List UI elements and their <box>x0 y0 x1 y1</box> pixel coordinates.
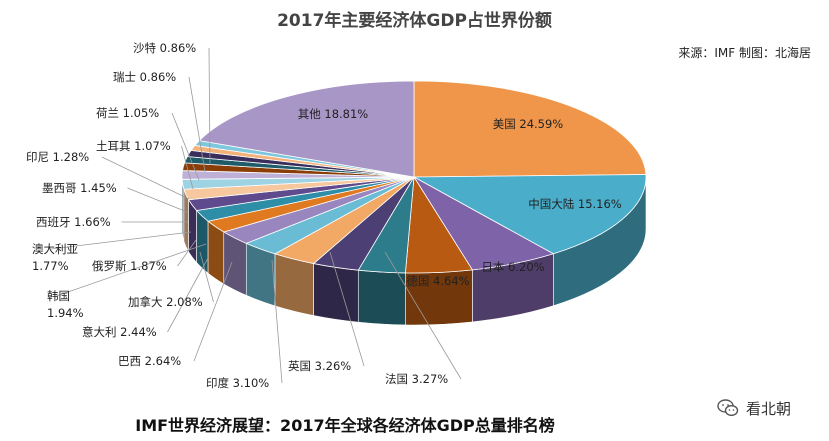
watermark: 看北朝 <box>716 396 791 420</box>
slice-label-美国: 美国 24.59% <box>493 117 564 131</box>
slice-label-日本: 日本 6.20% <box>481 260 544 274</box>
pie-slices-layer <box>181 80 647 274</box>
slice-label-英国: 英国 3.26% <box>288 359 351 373</box>
leader-line-土耳其 <box>181 145 194 190</box>
slice-label-意大利: 意大利 2.44% <box>82 325 157 339</box>
leader-line-俄罗斯 <box>177 239 197 267</box>
slice-label-法国: 法国 3.27% <box>385 372 448 386</box>
leader-lines-layer <box>50 47 462 384</box>
slice-label-印尼: 印尼 1.28% <box>26 150 89 164</box>
slice-label-印度: 印度 3.10% <box>206 376 269 390</box>
slice-label-墨西哥: 墨西哥 1.45% <box>42 181 117 195</box>
leader-line-沙特 <box>208 47 211 166</box>
slice-label-巴西: 巴西 2.64% <box>118 354 181 368</box>
watermark-text: 看北朝 <box>746 399 792 418</box>
slice-label-荷兰: 荷兰 1.05% <box>96 106 159 120</box>
wechat-icon <box>717 399 739 417</box>
leader-line-澳大利亚 <box>50 231 192 250</box>
slice-label-中国大陆: 中国大陆 15.16% <box>528 197 622 211</box>
leader-line-巴西 <box>193 261 233 362</box>
leader-line-法国 <box>384 251 462 380</box>
slice-side-法国 <box>357 269 406 326</box>
leader-line-瑞士 <box>188 76 206 173</box>
slice-label-土耳其: 土耳其 1.07% <box>96 139 171 153</box>
slice-label-德国: 德国 4.64% <box>406 274 469 288</box>
leader-line-韩国 <box>56 243 207 297</box>
slice-label-韩国: 韩国 1.94% <box>47 289 84 320</box>
slice-label-其他: 其他 18.81% <box>298 107 369 121</box>
leader-line-荷兰 <box>171 112 200 181</box>
slice-其他 <box>198 80 415 178</box>
chart-title: 2017年主要经济体GDP占世界份额 <box>277 11 552 31</box>
slice-labels-layer: 美国 24.59% 中国大陆 15.16% 日本 6.20% 德国 4.64% 法国 3… <box>26 41 622 390</box>
leader-line-意大利 <box>167 257 209 333</box>
leader-line-印度 <box>271 259 283 384</box>
slice-label-瑞士: 瑞士 0.86% <box>113 70 176 84</box>
leader-line-英国 <box>329 251 365 367</box>
chart-subtitle: IMF世界经济展望：2017年全球各经济体GDP总量排名榜 <box>135 416 555 435</box>
slice-label-俄罗斯: 俄罗斯 1.87% <box>92 259 167 273</box>
slice-美国 <box>413 80 647 178</box>
chart-source: 来源：IMF 制图：北海居 <box>678 46 811 60</box>
slice-label-澳大利亚: 澳大利亚 1.77% <box>32 242 78 273</box>
slice-中国大陆 <box>412 174 647 255</box>
leader-line-墨西哥 <box>127 187 188 213</box>
slice-label-加拿大: 加拿大 2.08% <box>128 295 203 309</box>
slice-label-沙特: 沙特 0.86% <box>133 41 196 55</box>
slice-label-西班牙: 西班牙 1.66% <box>36 215 111 229</box>
leader-line-加拿大 <box>199 251 214 303</box>
slice-side-印度 <box>274 253 314 316</box>
leader-line-印尼 <box>101 156 190 200</box>
